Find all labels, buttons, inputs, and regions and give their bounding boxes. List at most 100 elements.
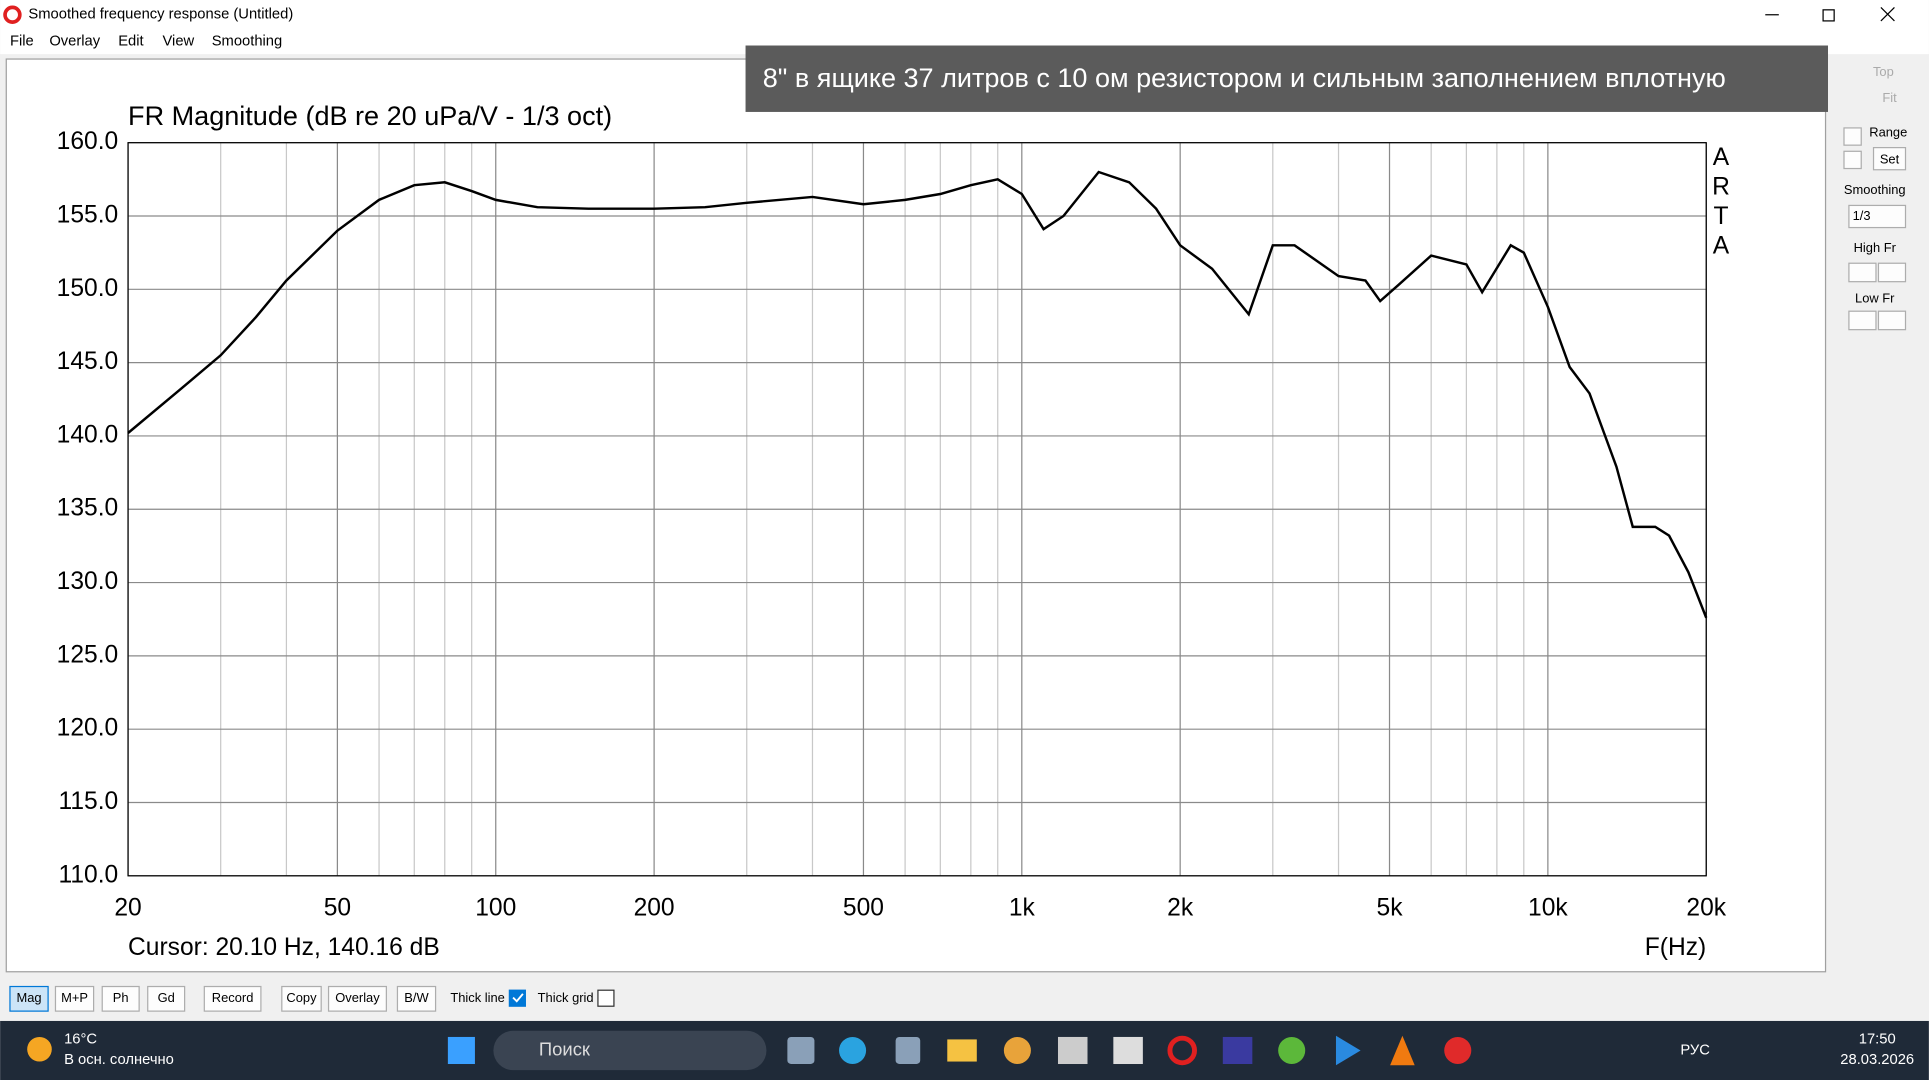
toolbar-button-text: Gd [158,990,175,1005]
x-axis-label: F(Hz) [1645,934,1706,961]
weather: В осн. солнечно [64,1052,174,1068]
x-tick-label: 1k [1009,895,1036,922]
smoothing-label: Smoothing [1844,182,1906,197]
app-icon[interactable] [1167,1035,1197,1066]
app-icon[interactable] [1003,1036,1031,1065]
window-title: Smoothed frequency response (Untitled) [28,7,293,23]
x-tick-label: 2k [1167,895,1194,922]
y-tick-label: 160.0 [57,128,119,155]
clock-time[interactable]: 17:50 [1859,1031,1896,1047]
app-icon[interactable] [1222,1036,1253,1065]
y-tick-label: 110.0 [58,861,118,888]
start-button[interactable] [447,1036,475,1065]
thick-grid-label: Thick grid [538,990,594,1005]
y-tick-label: 115.0 [58,788,118,815]
app-icon[interactable] [1113,1036,1143,1065]
y-tick-label: 140.0 [57,421,119,448]
set-button[interactable] [1872,146,1907,171]
toolbar-button[interactable] [327,985,387,1012]
toolbar-button[interactable] [396,985,437,1012]
x-tick-label: 20 [114,895,141,922]
menu-item[interactable]: Overlay [49,34,100,50]
menu-item[interactable]: File [10,34,34,50]
toolbar-button-text: Overlay [335,990,380,1005]
plot-frame [127,142,1707,877]
search-box[interactable] [493,1030,767,1071]
toolbar: Mag M+P Ph Gd Record Copy Overlay B/W Thick line… [9,985,615,1012]
fit-button[interactable]: Fit [1882,90,1897,105]
app-icon[interactable] [895,1036,921,1065]
toolbar-button[interactable] [147,985,186,1012]
app-icon[interactable] [787,1036,815,1065]
app-icon[interactable] [1390,1035,1415,1066]
app-icon[interactable] [839,1036,867,1065]
taskbar-icons [787,1035,1472,1066]
app-icon[interactable] [1278,1036,1306,1065]
app-icon [3,5,22,24]
toolbar-button-text: Copy [286,990,317,1005]
x-tick-label: 200 [634,895,675,922]
low-fr-left[interactable] [1848,310,1877,331]
y-tick-label: 130.0 [57,568,119,595]
y-tick-label: 120.0 [57,715,119,742]
search-text: Поиск [539,1038,591,1059]
thick-line-checkbox[interactable] [508,989,526,1007]
watermark-letter: T [1713,203,1728,230]
range-down[interactable] [1843,150,1862,170]
menu-item[interactable]: View [162,34,194,50]
language[interactable]: РУС [1680,1042,1710,1058]
chart-title: FR Magnitude (dB re 20 uPa/V - 1/3 oct) [128,101,612,131]
cursor-readout: Cursor: 20.10 Hz, 140.16 dB [128,934,440,961]
restore[interactable] [1822,9,1835,22]
toolbar-button[interactable] [54,985,95,1012]
x-tick-label: 50 [324,895,351,922]
menu-item[interactable]: Edit [118,34,143,50]
x-tick-label: 20k [1686,895,1726,922]
y-tick-label: 145.0 [57,348,119,375]
toolbar-button[interactable] [203,985,262,1012]
y-tick-label: 155.0 [57,201,119,228]
set-text: Set [1880,151,1900,166]
check-mark [512,993,524,1003]
x-tick-label: 100 [475,895,516,922]
toolbar-button[interactable] [9,985,49,1012]
toolbar-button[interactable] [281,985,322,1012]
high-fr-right[interactable] [1877,262,1907,283]
app-icon[interactable] [1444,1036,1472,1065]
title-bar [0,0,1929,30]
smoothing-value: 1/3 [1853,208,1871,223]
watermark-letter: R [1712,174,1730,201]
high-fr-left[interactable] [1848,262,1877,283]
x-tick-label: 500 [843,895,884,922]
close[interactable] [1880,6,1895,22]
toolbar-button-text: Record [212,990,254,1005]
thick-line-label: Thick line [450,990,505,1005]
toolbar-button[interactable] [101,985,140,1012]
x-tick-label: 5k [1377,895,1404,922]
menu-item[interactable]: Smoothing [212,34,283,50]
thick-grid-checkbox[interactable] [597,989,615,1007]
weather-icon [27,1036,52,1062]
smoothing-select[interactable] [1848,204,1907,229]
chart-area [5,58,1827,973]
clock-date[interactable]: 28.03.2026 [1840,1052,1914,1068]
y-tick-label: 125.0 [57,641,119,668]
temperature: 16°C [64,1031,97,1047]
range-up[interactable] [1843,127,1862,146]
app-icon[interactable] [1335,1035,1361,1066]
app-icon[interactable] [947,1039,977,1062]
range-label: Range [1869,124,1907,139]
y-tick-label: 150.0 [57,275,119,302]
watermark-letter: A [1713,144,1730,171]
plot: 160.0 155.0 150.0 145.0 140.0 135.0 130.0 125.0… [57,128,1730,921]
toolbar-button-text: Mag [16,990,41,1005]
top-button[interactable]: Top [1873,64,1894,79]
y-tick-label: 135.0 [57,495,119,522]
low-fr-right[interactable] [1877,310,1907,331]
toolbar-button-text: M+P [61,990,88,1005]
toolbar-button-text: Ph [113,990,129,1005]
toolbar-button-text: B/W [404,990,429,1005]
watermark-letter: A [1713,233,1730,260]
app-icon[interactable] [1057,1036,1088,1065]
